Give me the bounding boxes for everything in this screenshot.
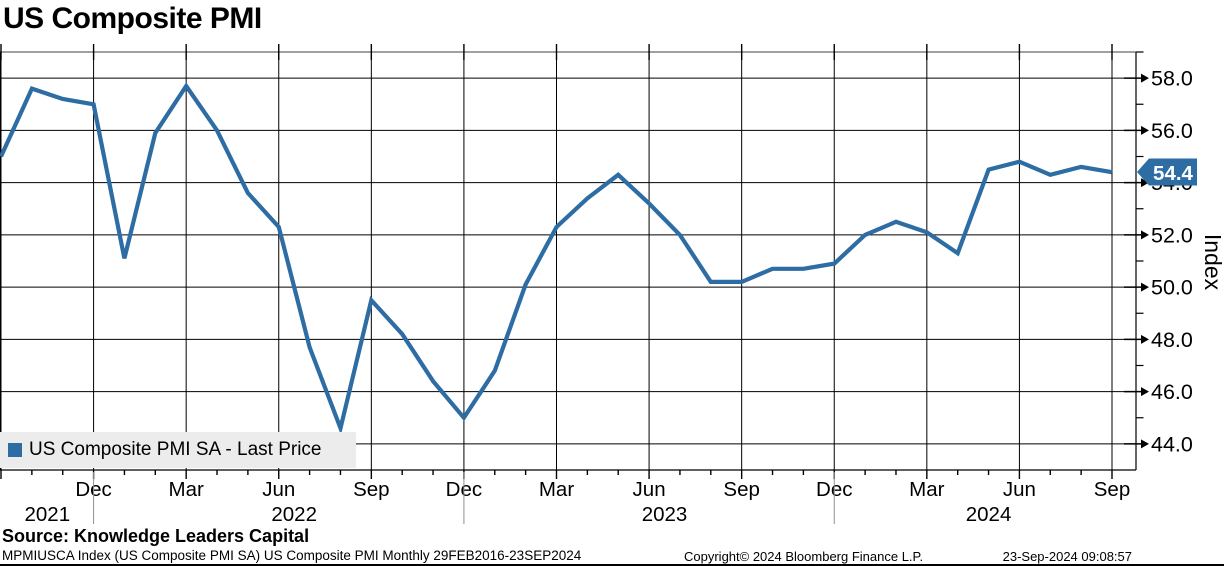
x-tick-label: Mar <box>539 478 574 501</box>
legend: US Composite PMI SA - Last Price <box>0 432 356 468</box>
y-tick-arrow <box>1141 387 1149 397</box>
year-label: 2024 <box>966 503 1012 526</box>
y-tick-arrow <box>1141 73 1149 83</box>
y-tick-arrow <box>1141 334 1149 344</box>
x-tick-label: Mar <box>169 478 204 501</box>
last-price-badge-value: 54.4 <box>1153 162 1193 185</box>
y-tick-arrow <box>1141 178 1149 188</box>
chart-plot-area: 44.046.048.050.052.054.056.058.0DecMarJu… <box>0 44 1193 526</box>
x-tick-label: Mar <box>909 478 944 501</box>
bottom-border-rule <box>0 564 1224 566</box>
legend-series-label: US Composite PMI SA - Last Price <box>29 439 322 460</box>
year-label: 2021 <box>24 503 70 526</box>
x-tick-label: Sep <box>723 478 759 501</box>
x-tick-label: Sep <box>1094 478 1130 501</box>
x-tick-label: Sep <box>353 478 389 501</box>
x-tick-label: Jun <box>262 478 295 501</box>
y-tick-arrow <box>1141 282 1149 292</box>
source-attribution: Source: Knowledge Leaders Capital <box>2 526 310 546</box>
last-price-badge: 54.4 <box>1137 158 1197 186</box>
x-tick-label: Jun <box>633 478 666 501</box>
year-label: 2022 <box>271 503 317 526</box>
chart-timestamp: 23-Sep-2024 09:08:57 <box>1002 549 1132 564</box>
copyright-notice: Copyright© 2024 Bloomberg Finance L.P. <box>684 549 924 564</box>
y-tick-arrow <box>1141 125 1149 135</box>
y-tick-label: 56.0 <box>1151 119 1193 143</box>
ticker-description: MPMIUSCA Index (US Composite PMI SA) US … <box>2 548 582 563</box>
y-tick-label: 52.0 <box>1151 223 1193 247</box>
y-tick-label: 46.0 <box>1151 380 1193 404</box>
y-tick-label: 50.0 <box>1151 276 1193 300</box>
last-price-badge-shape <box>1137 158 1197 186</box>
y-axis-title: Index <box>1200 234 1224 291</box>
y-tick-label: 44.0 <box>1151 432 1193 456</box>
legend-series-swatch <box>8 443 22 457</box>
x-tick-label: Jun <box>1003 478 1036 501</box>
page-title: US Composite PMI <box>3 2 262 35</box>
year-label: 2023 <box>642 503 688 526</box>
y-tick-label: 48.0 <box>1151 328 1193 352</box>
y-tick-arrow <box>1141 230 1149 240</box>
y-tick-label: 58.0 <box>1151 67 1193 91</box>
pmi-series-line <box>0 82 1113 436</box>
y-tick-arrow <box>1141 439 1149 449</box>
